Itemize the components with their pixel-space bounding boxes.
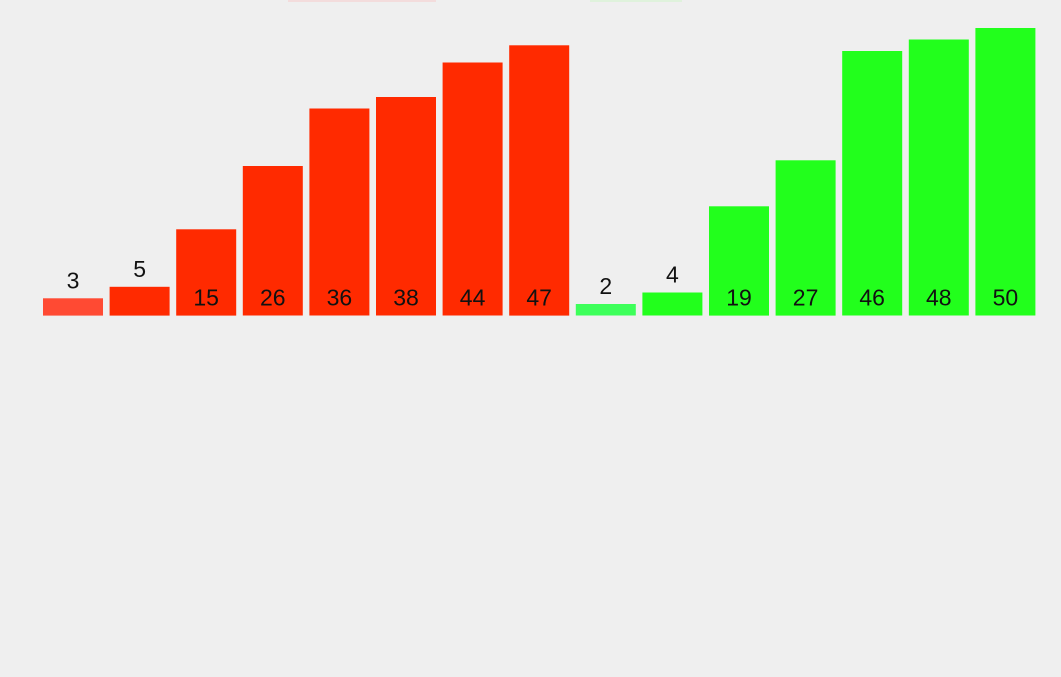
bar-red-36	[309, 108, 370, 316]
bar-value-label: 26	[260, 285, 286, 311]
top-edge-strip-red	[288, 0, 436, 2]
bar-value-label: 50	[993, 285, 1019, 311]
bar-value-label: 27	[793, 285, 819, 311]
bar-green-27	[775, 160, 836, 316]
bar-value-label: 38	[393, 285, 419, 311]
bar-value-label: 19	[726, 285, 752, 311]
bar-green-48	[908, 39, 969, 316]
bar-value-label: 4	[666, 262, 679, 288]
bar-green-50	[975, 28, 1036, 316]
bar-green-4	[642, 292, 703, 316]
bar-value-label: 3	[67, 267, 80, 293]
bar-value-label: 36	[327, 285, 353, 311]
bar-value-label: 48	[926, 285, 952, 311]
bar-value-label: 44	[460, 285, 486, 311]
bar-value-label: 5	[133, 256, 146, 282]
bar-green-19	[709, 206, 769, 316]
bar-red-47	[509, 45, 570, 316]
bar-red-15	[176, 229, 237, 316]
bar-red-38	[376, 97, 436, 316]
bar-green-2	[575, 304, 636, 316]
bar-red-3	[43, 298, 103, 316]
bar-red-5	[109, 286, 170, 316]
bar-value-label: 2	[599, 273, 612, 299]
top-edge-strip-green	[590, 0, 682, 2]
bar-value-label: 15	[193, 285, 219, 311]
bar-value-label: 46	[859, 285, 885, 311]
bar-red-44	[442, 62, 503, 316]
bar-green-46	[842, 51, 903, 316]
bar-value-label: 47	[526, 285, 552, 311]
bar-red-26	[242, 166, 303, 316]
